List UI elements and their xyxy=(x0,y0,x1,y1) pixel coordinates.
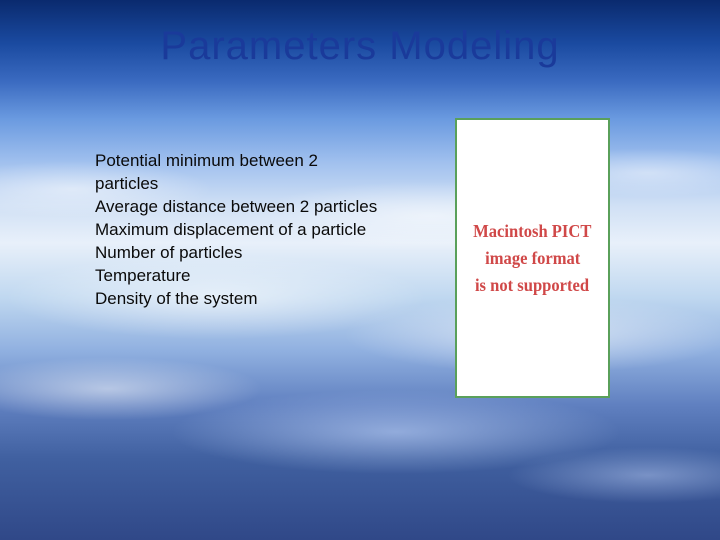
parameter-list: Potential minimum between 2 particles Av… xyxy=(95,150,385,311)
slide: Parameters Modeling Potential minimum be… xyxy=(0,0,720,540)
param-item: Density of the system xyxy=(95,288,385,311)
slide-title: Parameters Modeling xyxy=(0,24,720,69)
image-placeholder: Macintosh PICT image format is not suppo… xyxy=(455,118,610,398)
placeholder-text-line: image format xyxy=(485,245,580,272)
param-item: Average distance between 2 particles xyxy=(95,196,385,219)
param-item: Number of particles xyxy=(95,242,385,265)
param-item: Temperature xyxy=(95,265,385,288)
placeholder-text-line: is not supported xyxy=(475,272,589,299)
param-item: Maximum displacement of a particle xyxy=(95,219,385,242)
placeholder-text-line: Macintosh PICT xyxy=(473,218,591,245)
param-item: Potential minimum between 2 particles xyxy=(95,150,385,196)
